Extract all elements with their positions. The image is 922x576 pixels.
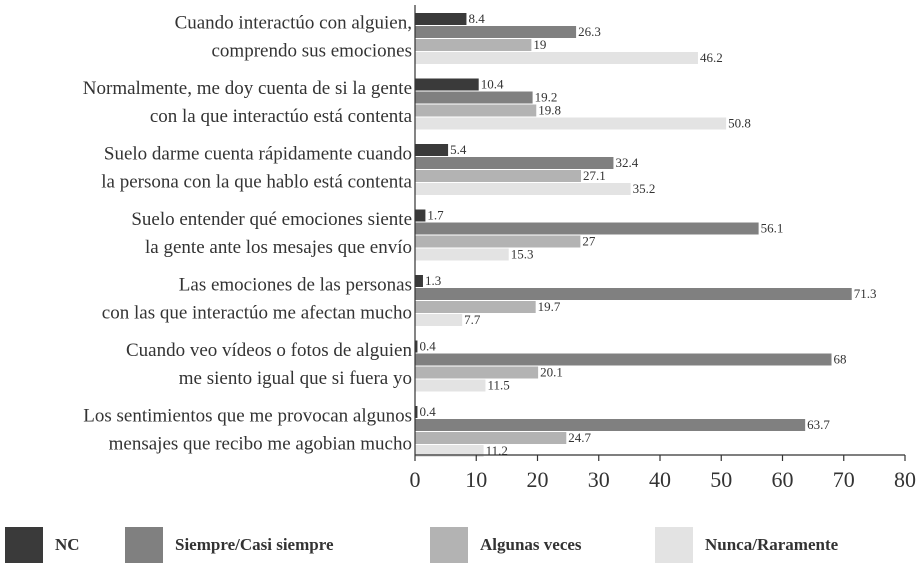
value-label: 0.4	[419, 404, 436, 419]
bar	[415, 340, 418, 353]
category-label: comprendo sus emociones	[211, 40, 412, 61]
x-tick-label: 60	[772, 467, 794, 492]
bar	[415, 117, 727, 130]
value-label: 46.2	[700, 50, 723, 65]
bar	[415, 288, 852, 300]
category-label: mensajes que recibo me agobian mucho	[109, 433, 412, 454]
legend-swatch	[125, 527, 163, 563]
category-label: Normalmente, me doy cuenta de si la gent…	[83, 78, 412, 99]
bar	[415, 104, 537, 117]
bar	[415, 157, 614, 169]
category-label: con la que interactúo está contenta	[150, 106, 413, 127]
bar	[415, 26, 577, 38]
legend-label: NC	[55, 535, 80, 554]
bar	[415, 144, 449, 156]
value-label: 0.4	[419, 338, 436, 353]
legend-label: Algunas veces	[480, 535, 582, 554]
bar	[415, 91, 533, 104]
value-label: 5.4	[450, 142, 467, 157]
value-label: 19.8	[538, 102, 561, 117]
bar	[415, 301, 536, 313]
bar	[415, 78, 479, 91]
category-label: Suelo darme cuenta rápidamente cuando	[104, 143, 412, 164]
value-label: 27	[582, 233, 596, 248]
bar	[415, 275, 423, 287]
value-label: 11.2	[486, 443, 508, 458]
bar	[415, 314, 463, 326]
bar	[415, 13, 467, 25]
category-label: Cuando interactúo con alguien,	[175, 12, 412, 33]
x-tick-label: 50	[710, 467, 732, 492]
value-label: 15.3	[511, 246, 534, 261]
value-label: 56.1	[761, 220, 784, 235]
legend-swatch	[5, 527, 43, 563]
x-tick-label: 0	[410, 467, 421, 492]
bar	[415, 170, 581, 182]
category-label: Las emociones de las personas	[179, 274, 412, 295]
value-label: 20.1	[540, 364, 563, 379]
value-label: 19	[533, 37, 546, 52]
value-label: 35.2	[633, 181, 656, 196]
value-label: 7.7	[464, 312, 481, 327]
category-label: la gente ante los mesajes que envío	[145, 237, 412, 258]
bar	[415, 248, 509, 261]
bar	[415, 52, 698, 64]
bar	[415, 39, 532, 51]
x-tick-label: 70	[833, 467, 855, 492]
category-label: me siento igual que si fuera yo	[179, 368, 412, 389]
bar	[415, 432, 567, 444]
value-label: 19.7	[538, 299, 561, 314]
bar	[415, 222, 759, 235]
bar	[415, 379, 486, 392]
value-label: 1.3	[425, 273, 441, 288]
category-label: la persona con la que hablo está content…	[101, 171, 412, 192]
value-label: 24.7	[568, 430, 591, 445]
x-tick-label: 20	[527, 467, 549, 492]
bar	[415, 406, 418, 418]
value-label: 63.7	[807, 417, 830, 432]
bar	[415, 183, 631, 195]
category-label: Los sentimientos que me provocan algunos	[83, 405, 412, 426]
value-label: 32.4	[615, 155, 638, 170]
legend-swatch	[655, 527, 693, 563]
bar	[415, 235, 581, 248]
value-label: 19.2	[535, 89, 558, 104]
value-label: 26.3	[578, 24, 601, 39]
value-label: 27.1	[583, 168, 606, 183]
legend-label: Nunca/Raramente	[705, 535, 839, 554]
value-label: 50.8	[728, 115, 751, 130]
x-tick-label: 30	[588, 467, 610, 492]
bar	[415, 445, 484, 457]
value-label: 10.4	[481, 76, 504, 91]
x-tick-label: 40	[649, 467, 671, 492]
bar	[415, 353, 832, 366]
category-label: con las que interactúo me afectan mucho	[102, 302, 412, 323]
value-label: 11.5	[487, 377, 509, 392]
category-label: Cuando veo vídeos o fotos de alguien	[126, 340, 413, 361]
bar	[415, 419, 806, 431]
value-label: 8.4	[468, 11, 485, 26]
legend-label: Siempre/Casi siempre	[175, 535, 334, 554]
value-label: 1.7	[427, 207, 444, 222]
x-tick-label: 10	[465, 467, 487, 492]
value-label: 71.3	[854, 286, 877, 301]
legend-swatch	[430, 527, 468, 563]
category-label: Suelo entender qué emociones siente	[131, 209, 412, 230]
bar	[415, 209, 426, 222]
bar	[415, 366, 539, 379]
x-tick-label: 80	[894, 467, 916, 492]
value-label: 68	[834, 351, 847, 366]
